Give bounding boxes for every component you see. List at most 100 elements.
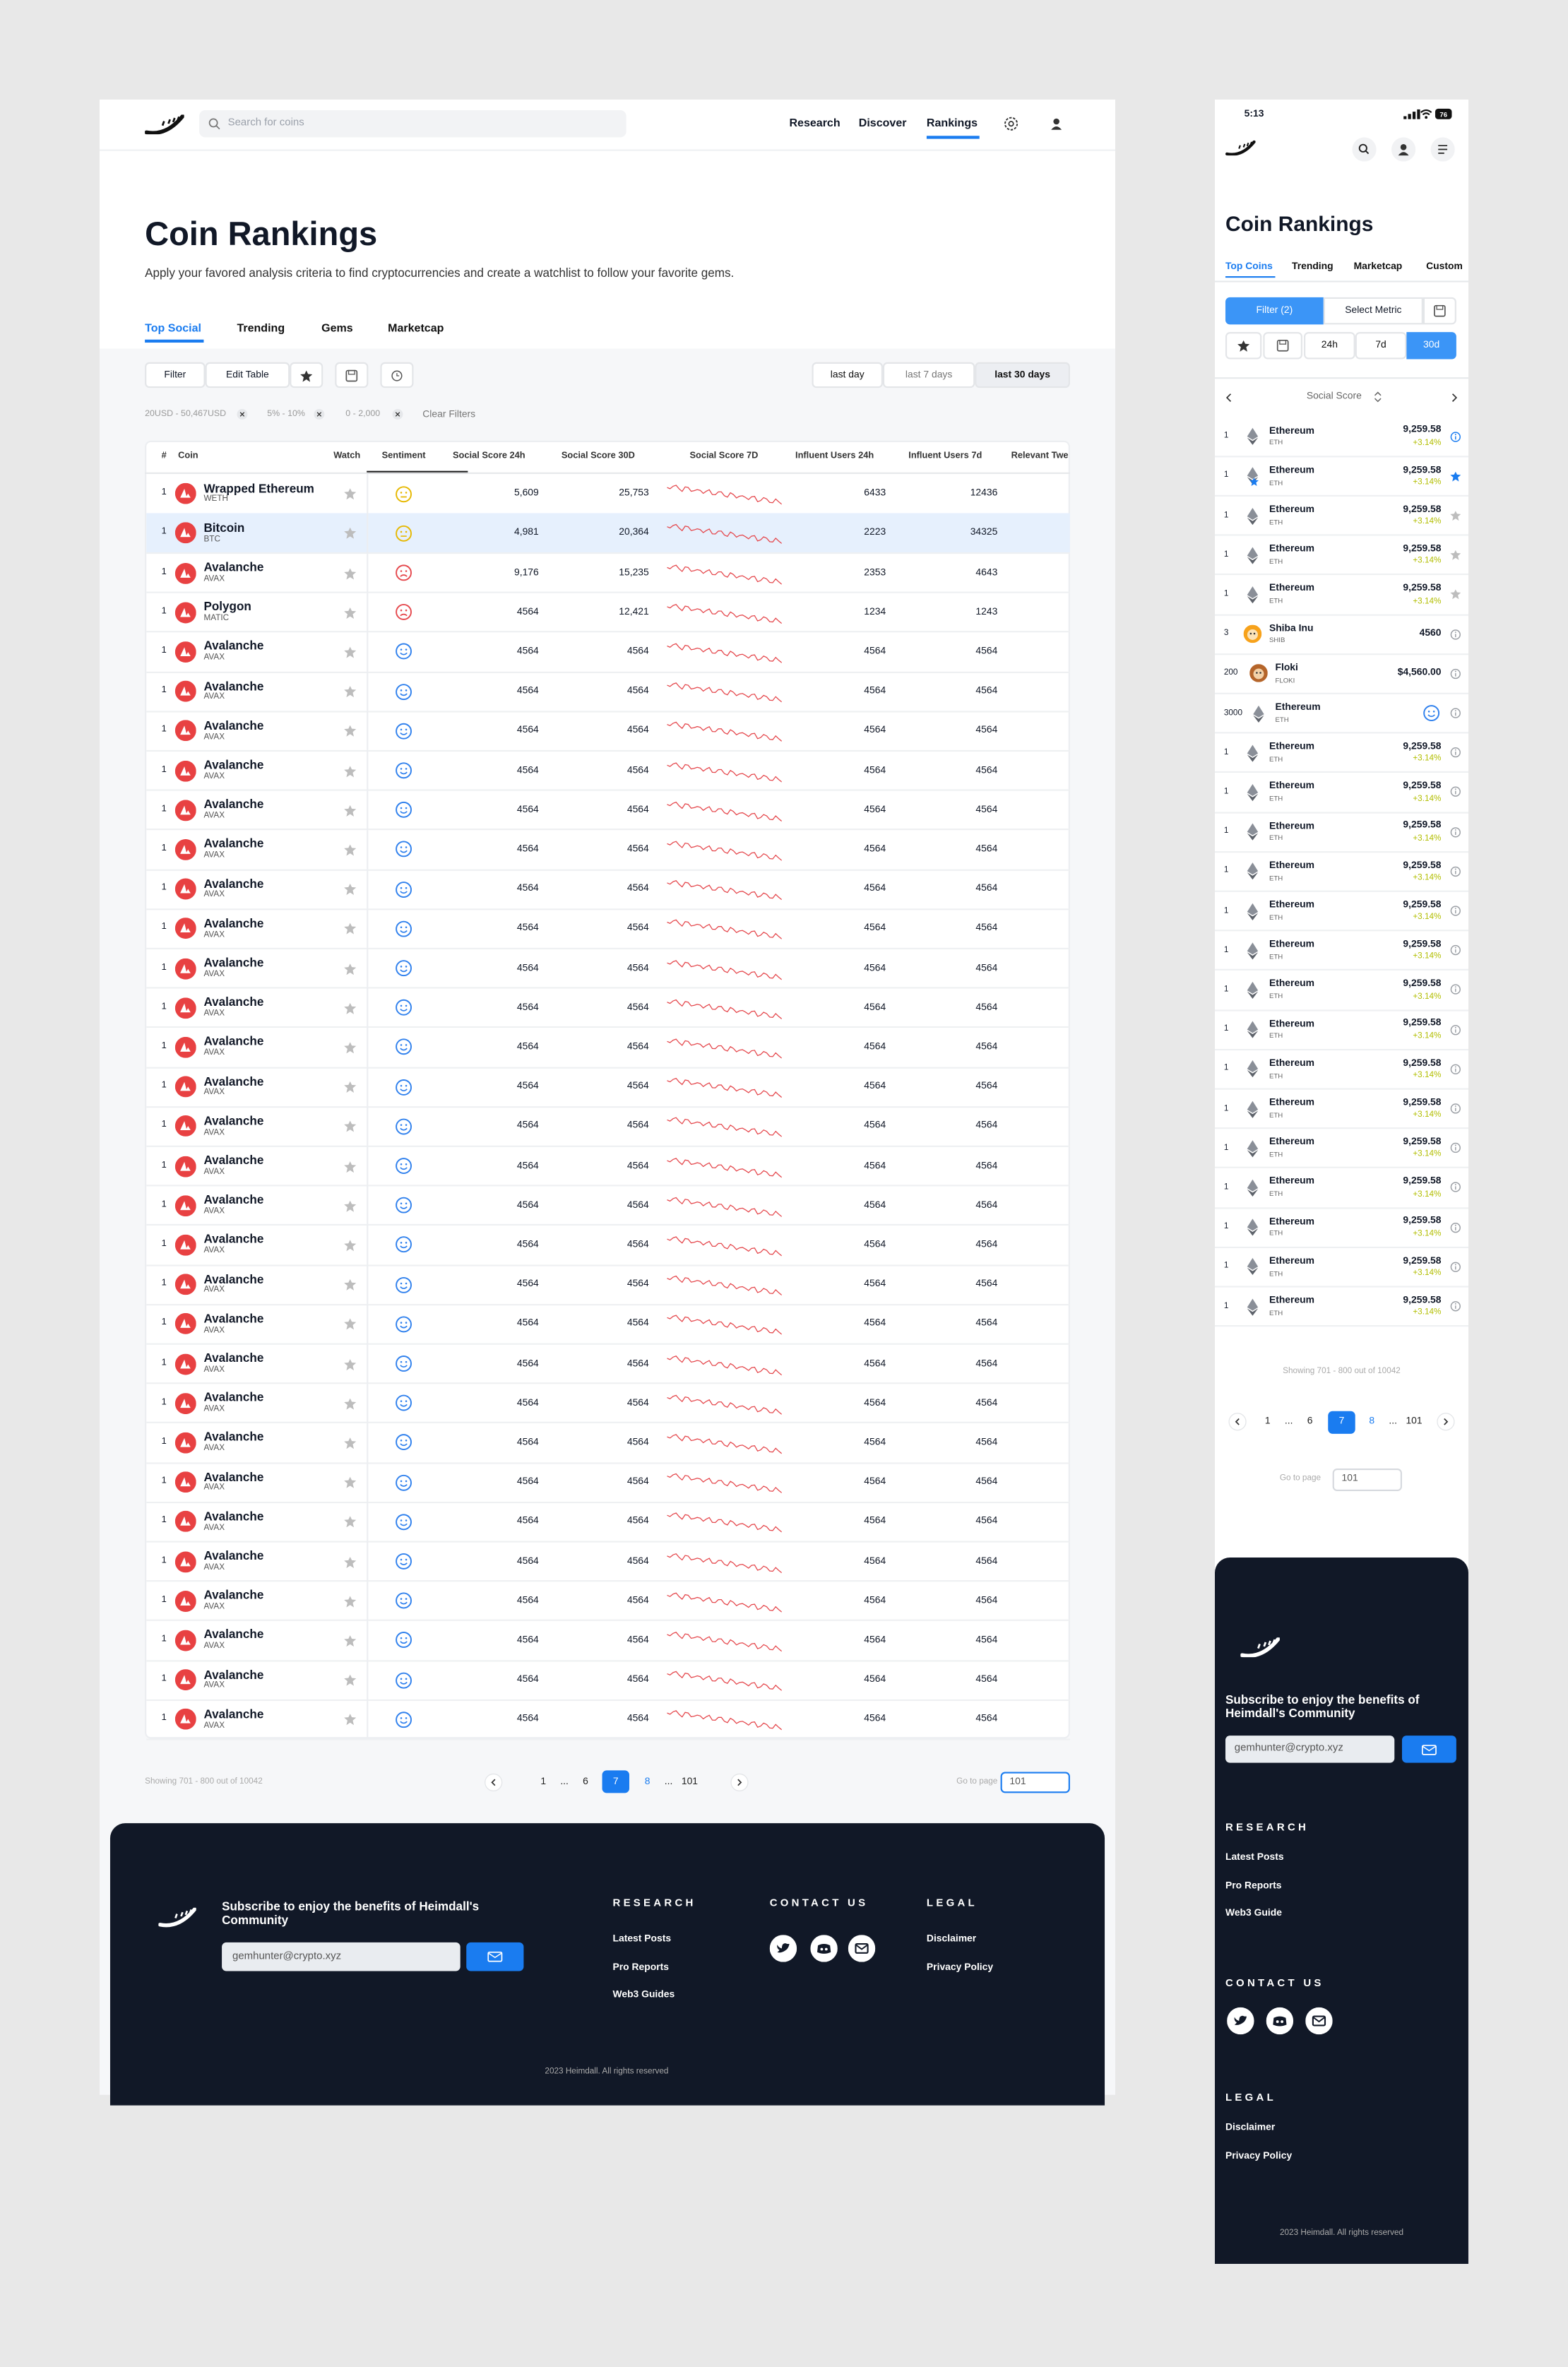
page-number[interactable]: 101 [1406, 1416, 1423, 1427]
star[interactable] [344, 1120, 357, 1133]
coin-name[interactable]: Ethereum [1269, 1057, 1315, 1069]
chevron[interactable] [485, 1772, 503, 1791]
page-number[interactable]: 1 [540, 1776, 547, 1787]
icon-button[interactable] [1430, 137, 1455, 162]
goto-input[interactable] [1000, 1771, 1070, 1793]
period-label[interactable]: 30d [1423, 340, 1440, 351]
star[interactable] [344, 1397, 357, 1409]
coin-name[interactable]: Ethereum [1269, 860, 1315, 871]
logo[interactable] [158, 1907, 196, 1927]
coin-name[interactable]: Ethereum [1269, 1216, 1315, 1227]
column-header[interactable]: Influent Users 24h [795, 452, 874, 461]
period-label[interactable]: 7d [1375, 340, 1386, 351]
star[interactable] [344, 646, 357, 658]
page-number[interactable]: 1 [1264, 1416, 1271, 1427]
coin-name[interactable]: Avalanche [203, 1035, 264, 1049]
coin-name[interactable]: Ethereum [1269, 583, 1315, 594]
logo[interactable] [1240, 1637, 1280, 1658]
chevron[interactable] [730, 1772, 749, 1791]
coin-name[interactable]: Avalanche [203, 1193, 264, 1207]
period-button[interactable] [1355, 332, 1407, 360]
info-icon[interactable] [1449, 708, 1460, 718]
period-label[interactable]: last 7 days [905, 369, 953, 380]
tab[interactable]: Top Coins [1225, 261, 1273, 273]
page-number[interactable]: 101 [681, 1776, 699, 1787]
period-button[interactable] [882, 362, 975, 388]
info-icon[interactable] [1449, 629, 1460, 639]
icon-button[interactable] [1266, 2007, 1294, 2035]
column-header[interactable]: # [161, 452, 167, 461]
star[interactable] [1449, 550, 1461, 561]
star[interactable] [344, 1041, 357, 1054]
logo[interactable] [145, 114, 184, 135]
column-header[interactable]: Social Score 30D [561, 452, 635, 461]
nav-link[interactable]: Discover [858, 115, 907, 130]
footer-link[interactable]: Disclaimer [1225, 2122, 1276, 2133]
page-active[interactable] [602, 1770, 629, 1793]
info-icon[interactable] [1449, 668, 1460, 679]
tab[interactable]: Trending [1291, 261, 1334, 273]
page-number[interactable]: 8 [644, 1776, 651, 1787]
chevron[interactable] [1449, 391, 1459, 402]
coin-name[interactable]: Avalanche [203, 956, 264, 970]
metric-button[interactable] [1323, 297, 1423, 325]
coin-name[interactable]: Avalanche [203, 1509, 264, 1524]
star[interactable] [1237, 340, 1250, 352]
info-icon[interactable] [1449, 866, 1460, 877]
coin-name[interactable]: Wrapped Ethereum [203, 481, 314, 495]
footer-link[interactable]: Disclaimer [926, 1933, 977, 1945]
star[interactable] [344, 1002, 357, 1014]
coin-name[interactable]: Avalanche [203, 995, 264, 1009]
info-icon[interactable] [1449, 431, 1460, 441]
star[interactable] [344, 1199, 357, 1212]
info-icon[interactable] [1449, 747, 1460, 758]
star[interactable] [344, 1595, 357, 1607]
coin-name[interactable]: Avalanche [203, 797, 264, 812]
coin-name[interactable]: Ethereum [1269, 425, 1315, 436]
star-button[interactable] [1225, 332, 1262, 360]
star[interactable] [344, 764, 357, 777]
star[interactable] [344, 883, 357, 896]
star[interactable] [1249, 477, 1259, 487]
clear-filters[interactable]: Clear Filters [422, 408, 476, 420]
page-number[interactable]: ... [1284, 1416, 1293, 1427]
save-button[interactable] [1263, 332, 1302, 360]
chevron[interactable] [1437, 1413, 1455, 1431]
tab[interactable]: Gems [321, 321, 353, 335]
star[interactable] [344, 1674, 357, 1686]
icon-button[interactable] [810, 1935, 838, 1962]
coin-name[interactable]: Ethereum [1269, 741, 1315, 752]
coin-name[interactable]: Polygon [203, 600, 251, 614]
coin-name[interactable]: Avalanche [203, 758, 264, 772]
star[interactable] [1449, 470, 1461, 482]
button[interactable] [380, 362, 414, 388]
goto-input[interactable] [1332, 1468, 1402, 1490]
footer-link[interactable]: Privacy Policy [926, 1962, 994, 1974]
info-icon[interactable] [1449, 1262, 1460, 1272]
coin-name[interactable]: Ethereum [1269, 464, 1315, 475]
subscribe-button[interactable] [1401, 1736, 1456, 1763]
period-button[interactable] [1406, 332, 1456, 360]
tab[interactable]: Custom [1426, 261, 1463, 273]
star[interactable] [344, 804, 357, 817]
star[interactable] [344, 1279, 357, 1291]
coin-name[interactable]: Avalanche [203, 916, 264, 930]
coin-name[interactable]: Avalanche [203, 1272, 264, 1286]
remove-filter[interactable] [313, 409, 324, 420]
logo[interactable] [1225, 140, 1256, 156]
coin-name[interactable]: Avalanche [203, 1627, 264, 1642]
page-number[interactable]: ... [560, 1776, 569, 1787]
info-icon[interactable] [1449, 1222, 1460, 1233]
coin-name[interactable]: Avalanche [203, 1390, 264, 1405]
coin-name[interactable]: Avalanche [203, 1114, 264, 1128]
filter-button[interactable] [1225, 297, 1324, 325]
info-icon[interactable] [1449, 1301, 1460, 1312]
star[interactable] [344, 1516, 357, 1528]
icon-button[interactable] [1391, 137, 1416, 162]
star[interactable] [344, 725, 357, 737]
star[interactable] [344, 566, 357, 579]
period-button[interactable] [975, 362, 1070, 388]
footer-link[interactable]: Web3 Guide [1225, 1908, 1283, 1919]
icon-button[interactable] [1305, 2007, 1333, 2035]
column-header[interactable]: Coin [178, 452, 198, 461]
